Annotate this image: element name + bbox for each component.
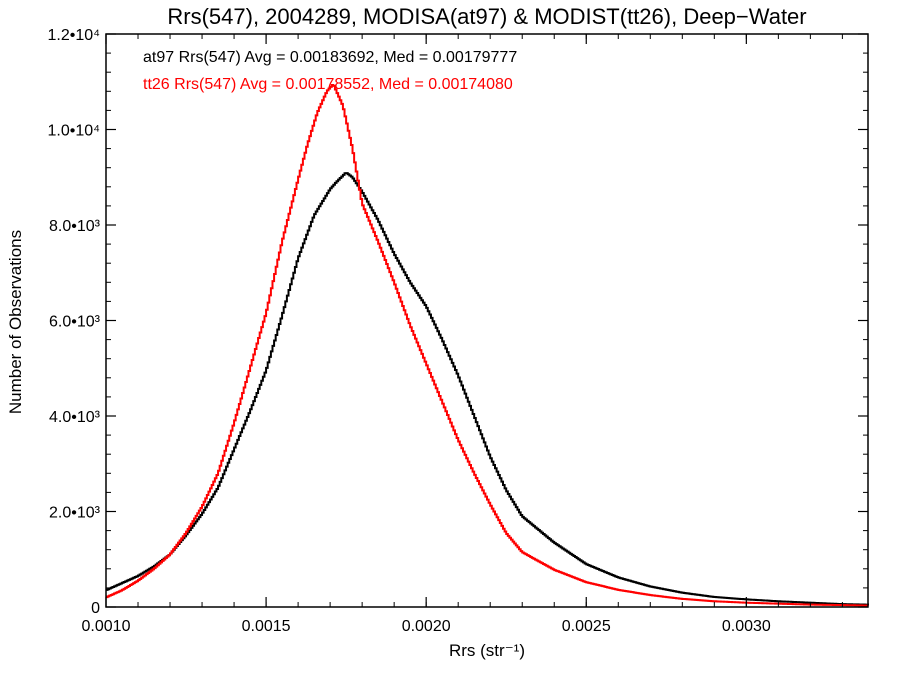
x-tick-label: 0.0030 (722, 618, 771, 635)
plot-frame (105, 33, 869, 608)
series-at97-line (106, 172, 869, 606)
series-tt26-line (106, 84, 869, 607)
series-layer (106, 84, 869, 607)
legend-tt26: tt26 Rrs(547) Avg = 0.00178552, Med = 0.… (143, 76, 513, 93)
y-tick-label: 2.0•10³ (49, 505, 101, 522)
legend-at97: at97 Rrs(547) Avg = 0.00183692, Med = 0.… (143, 49, 517, 66)
y-tick-label: 0 (91, 600, 100, 617)
y-tick-label: 6.0•10³ (49, 314, 101, 331)
x-tick-label: 0.0025 (562, 618, 611, 635)
legend: at97 Rrs(547) Avg = 0.00183692, Med = 0.… (143, 49, 517, 93)
x-tick-label: 0.0010 (82, 618, 131, 635)
ticks-layer: 0.0010 0.0015 0.0020 0.0025 0.0030 0 2.0•10³ 4.… (47, 27, 868, 635)
x-axis-label: Rrs (str⁻¹) (449, 641, 525, 660)
y-tick-label: 1.0•10⁴ (47, 123, 100, 140)
x-tick-label: 0.0020 (402, 618, 451, 635)
x-tick-label: 0.0015 (242, 618, 291, 635)
y-tick-label: 1.2•10⁴ (47, 27, 100, 44)
y-axis-label: Number of Observations (6, 230, 25, 414)
y-tick-label: 8.0•10³ (49, 218, 101, 235)
y-tick-label: 4.0•10³ (49, 409, 101, 426)
chart-title: Rrs(547), 2004289, MODISA(at97) & MODIST… (167, 4, 806, 29)
